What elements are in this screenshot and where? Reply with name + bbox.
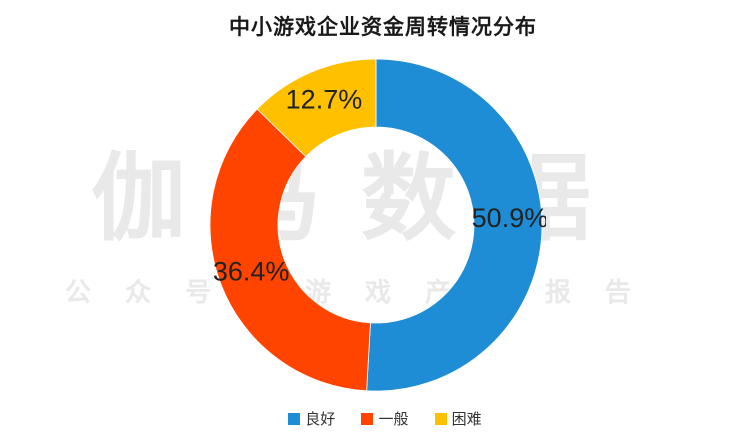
svg-text:50.9%: 50.9% <box>472 203 546 233</box>
svg-text:12.7%: 12.7% <box>286 85 363 115</box>
svg-text:36.4%: 36.4% <box>213 257 290 287</box>
